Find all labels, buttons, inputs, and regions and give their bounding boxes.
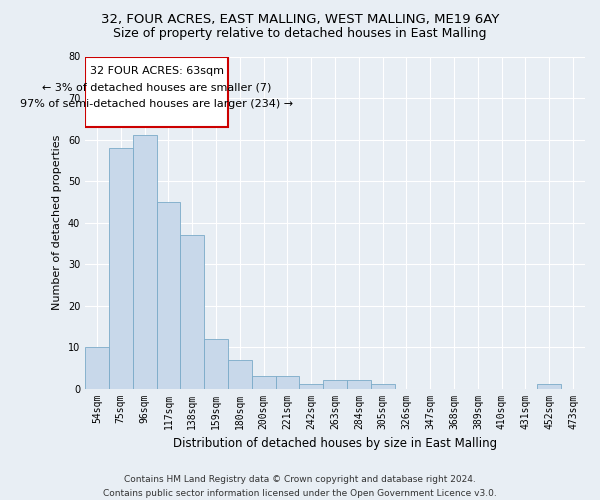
Text: 32 FOUR ACRES: 63sqm: 32 FOUR ACRES: 63sqm: [89, 66, 224, 76]
Bar: [252, 376, 275, 388]
Text: Contains HM Land Registry data © Crown copyright and database right 2024.
Contai: Contains HM Land Registry data © Crown c…: [103, 476, 497, 498]
Text: 32, FOUR ACRES, EAST MALLING, WEST MALLING, ME19 6AY: 32, FOUR ACRES, EAST MALLING, WEST MALLI…: [101, 12, 499, 26]
Text: ← 3% of detached houses are smaller (7): ← 3% of detached houses are smaller (7): [42, 82, 271, 92]
Bar: [299, 384, 323, 388]
Bar: [275, 376, 299, 388]
Y-axis label: Number of detached properties: Number of detached properties: [52, 135, 62, 310]
Bar: [347, 380, 371, 388]
Bar: [109, 148, 133, 388]
Bar: [228, 360, 252, 388]
Bar: [157, 202, 181, 388]
Bar: [85, 347, 109, 389]
Bar: [85, 56, 228, 127]
Text: 97% of semi-detached houses are larger (234) →: 97% of semi-detached houses are larger (…: [20, 99, 293, 109]
Bar: [323, 380, 347, 388]
Bar: [181, 235, 204, 388]
Bar: [204, 338, 228, 388]
Bar: [371, 384, 395, 388]
Bar: [133, 136, 157, 388]
Bar: [538, 384, 561, 388]
Text: Size of property relative to detached houses in East Malling: Size of property relative to detached ho…: [113, 28, 487, 40]
X-axis label: Distribution of detached houses by size in East Malling: Distribution of detached houses by size …: [173, 437, 497, 450]
